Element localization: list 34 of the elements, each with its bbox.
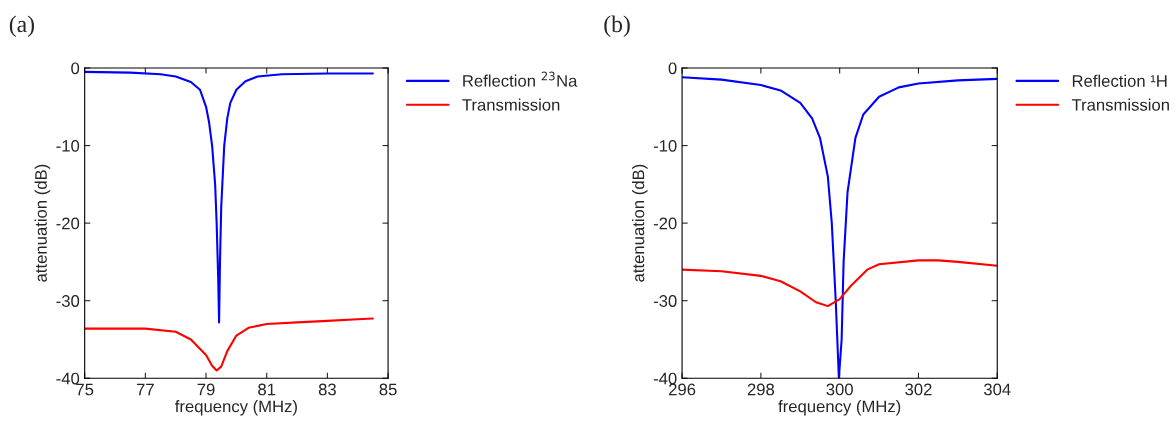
x-tick-label: 300 — [826, 383, 853, 396]
legend-label: Transmission — [1071, 98, 1169, 111]
x-axis-title: frequency (MHz) — [778, 400, 901, 416]
x-tick-label: 75 — [76, 383, 94, 396]
y-tick-label: -30 — [56, 295, 80, 307]
legend-label: Reflection $^{23}$Na — [463, 71, 578, 87]
y-tick-label: 0 — [668, 62, 677, 75]
legend-label: Transmission — [462, 98, 560, 111]
x-axis-title: frequency (MHz) — [175, 400, 297, 416]
y-axis-title: attenuation (dB) — [632, 164, 648, 282]
legend-label: Reflection ¹H — [1072, 74, 1167, 87]
line-series — [84, 70, 374, 324]
x-tick-label: 77 — [136, 383, 154, 396]
x-tick-label: 79 — [197, 383, 215, 396]
y-tick-label: -20 — [653, 217, 677, 230]
y-tick-label: -40 — [653, 372, 677, 385]
line-series — [84, 317, 374, 372]
line-series — [682, 259, 998, 308]
y-tick-label: -20 — [56, 217, 80, 230]
x-tick-label: 298 — [747, 383, 775, 396]
x-tick-label: 304 — [983, 383, 1011, 396]
y-tick-label: 0 — [71, 62, 80, 75]
chart-title: (a) — [9, 15, 34, 37]
chart-title: (b) — [604, 15, 630, 37]
x-tick-label: 83 — [318, 383, 336, 396]
x-tick-label: 296 — [669, 383, 696, 396]
x-tick-label: 302 — [905, 383, 932, 396]
y-tick-label: -40 — [56, 372, 80, 385]
y-tick-label: -10 — [56, 139, 80, 152]
y-tick-label: -30 — [653, 295, 677, 307]
x-tick-label: 81 — [258, 383, 276, 396]
x-tick-label: 85 — [379, 383, 397, 396]
y-tick-label: -10 — [653, 139, 677, 152]
y-axis-title: attenuation (dB) — [34, 164, 51, 282]
